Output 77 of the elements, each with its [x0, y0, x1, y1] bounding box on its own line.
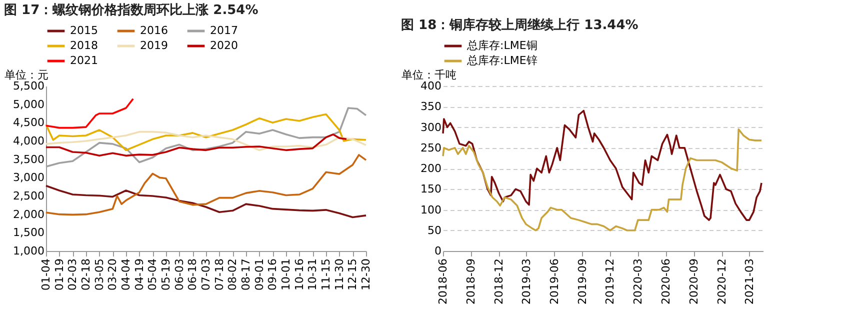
- chart-title: 图 18：铜库存较上周继续上行 13.44%: [401, 17, 638, 33]
- x-tick-label: 10-31: [306, 258, 320, 290]
- line-series: [45, 130, 367, 152]
- x-tick-label: 11-30: [332, 258, 346, 290]
- y-tick-label: 4,500: [13, 116, 44, 130]
- legend-label: 2017: [210, 24, 238, 37]
- x-tick-label: 06-03: [172, 258, 186, 290]
- x-tick-label: 02-03: [66, 258, 80, 290]
- x-tick-label: 03-20: [106, 258, 120, 290]
- y-tick-label: 300: [420, 120, 442, 134]
- legend-label: 总库存:LME锌: [466, 54, 538, 67]
- legend-label: 2018: [70, 39, 98, 52]
- x-tick-label: 05-19: [160, 258, 172, 290]
- line-series: [45, 134, 348, 157]
- x-tick-label: 12-15: [346, 258, 360, 290]
- x-tick-label: 12-30: [360, 258, 372, 290]
- y-tick-label: 200: [420, 162, 442, 175]
- x-tick-label: 04-19: [132, 258, 146, 290]
- y-tick-label: 50: [428, 224, 442, 237]
- legend-label: 2020: [210, 39, 238, 52]
- x-tick-label: 2018-06: [436, 258, 450, 304]
- x-tick-label: 2021-03: [742, 258, 756, 304]
- x-tick-label: 2020-12: [715, 258, 728, 304]
- y-tick-label: 2,000: [13, 208, 44, 221]
- x-tick-label: 2018-09: [464, 258, 478, 304]
- line-series: [45, 113, 367, 152]
- x-tick-label: 2018-12: [492, 258, 506, 304]
- legend-label: 2019: [140, 39, 168, 52]
- x-tick-label: 09-01: [252, 258, 266, 290]
- y-tick-label: 350: [420, 100, 442, 114]
- x-tick-label: 2019-03: [520, 258, 533, 304]
- y-tick-label: 3,500: [13, 152, 44, 166]
- x-tick-label: 08-17: [240, 258, 252, 290]
- y-tick-label: 1,000: [13, 244, 44, 258]
- x-tick-label: 06-18: [186, 258, 200, 290]
- x-tick-label: 2019-06: [548, 258, 561, 304]
- line-series: [45, 98, 134, 129]
- y-tick-label: 150: [420, 182, 442, 196]
- x-tick-label: 02-18: [80, 258, 92, 290]
- line-series: [442, 110, 762, 221]
- x-tick-label: 2020-03: [631, 258, 644, 304]
- legend-label: 总库存:LME铜: [466, 39, 538, 52]
- x-tick-label: 05-04: [146, 258, 160, 290]
- y-tick-label: 4,000: [13, 134, 44, 148]
- x-tick-label: 07-18: [212, 258, 226, 290]
- x-tick-label: 2020-09: [688, 258, 701, 304]
- x-tick-label: 08-02: [226, 258, 240, 290]
- y-tick-label: 2,500: [13, 190, 44, 202]
- x-tick-label: 09-16: [266, 258, 280, 290]
- y-tick-label: 1,500: [13, 226, 44, 240]
- line-series: [45, 184, 367, 218]
- x-tick-label: 01-04: [40, 258, 52, 290]
- y-tick-label: 3,000: [13, 171, 44, 184]
- legend-label: 2015: [70, 24, 98, 37]
- y-tick-label: 400: [420, 80, 442, 92]
- line-series: [442, 128, 762, 232]
- x-tick-label: 10-01: [280, 258, 292, 290]
- legend-label: 2016: [140, 24, 168, 37]
- y-tick-label: 100: [420, 203, 442, 216]
- x-tick-label: 01-19: [52, 258, 66, 290]
- y-axis-title: 单位：千吨: [402, 68, 456, 82]
- y-tick-label: 5,500: [13, 80, 44, 92]
- chart-title: 图 17：螺纹钢价格指数周环比上涨 2.54%: [4, 2, 258, 18]
- x-tick-label: 10-16: [292, 258, 306, 290]
- x-tick-label: 11-15: [320, 258, 332, 290]
- x-tick-label: 2020-06: [659, 258, 672, 304]
- legend-label: 2021: [70, 54, 98, 67]
- y-tick-label: 0: [434, 244, 442, 258]
- y-axis-title: 单位：元: [4, 68, 48, 82]
- x-tick-label: 03-05: [92, 258, 106, 290]
- x-tick-label: 2019-09: [576, 258, 589, 304]
- x-tick-label: 07-03: [200, 258, 212, 290]
- y-tick-label: 5,000: [13, 98, 44, 111]
- y-tick-label: 250: [420, 141, 442, 154]
- x-tick-label: 2019-12: [604, 258, 617, 304]
- line-series: [45, 154, 367, 216]
- x-tick-label: 04-04: [120, 258, 132, 290]
